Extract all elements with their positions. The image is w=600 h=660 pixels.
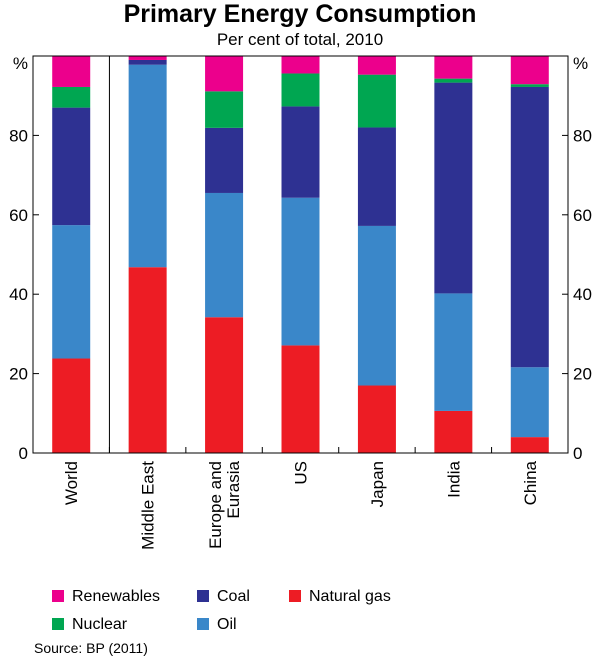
bar-china-coal bbox=[510, 86, 549, 368]
bar-india-coal bbox=[434, 82, 473, 294]
x-label-us: US bbox=[292, 461, 311, 485]
bar-europe-and-eurasia-nuclear bbox=[205, 91, 244, 128]
bar-japan-renewables bbox=[357, 56, 396, 75]
bar-europe-and-eurasia-natural-gas bbox=[205, 317, 244, 453]
bar-middle-east-renewables bbox=[128, 56, 167, 60]
legend-label-oil: Oil bbox=[217, 616, 237, 633]
bar-world-oil bbox=[52, 225, 91, 359]
legend-item-coal: Coal bbox=[197, 588, 250, 606]
x-label-china-line-0: China bbox=[521, 460, 540, 505]
source-note: Source: BP (2011) bbox=[34, 640, 148, 656]
y-tick-label-left-40: 40 bbox=[9, 285, 28, 304]
legend-label-natural-gas: Natural gas bbox=[309, 588, 391, 605]
legend-label-renewables: Renewables bbox=[72, 588, 161, 605]
bar-india-natural-gas bbox=[434, 410, 473, 453]
x-label-europe-and-eurasia-line-1: Eurasia bbox=[224, 460, 243, 518]
bar-us-natural-gas bbox=[281, 345, 320, 453]
bar-us-oil bbox=[281, 197, 320, 346]
x-label-world-line-0: World bbox=[62, 461, 81, 505]
y-axis-unit-left: % bbox=[13, 54, 28, 73]
legend-swatch-nuclear bbox=[52, 618, 64, 630]
legend-swatch-natural-gas bbox=[289, 590, 301, 602]
bar-us-coal bbox=[281, 106, 320, 198]
chart-title: Primary Energy Consumption bbox=[123, 0, 477, 28]
x-label-china: China bbox=[521, 460, 540, 505]
bar-india-oil bbox=[434, 293, 473, 411]
x-label-japan-line-0: Japan bbox=[368, 461, 387, 507]
bar-world-nuclear bbox=[52, 86, 91, 108]
bar-japan-coal bbox=[357, 127, 396, 226]
y-tick-label-left-0: 0 bbox=[19, 444, 28, 463]
y-axis-unit-right: % bbox=[573, 54, 588, 73]
y-tick-label-right-60: 60 bbox=[573, 206, 592, 225]
y-tick-label-right-40: 40 bbox=[573, 285, 592, 304]
y-tick-label-left-80: 80 bbox=[9, 126, 28, 145]
x-label-world: World bbox=[62, 461, 81, 505]
x-label-europe-and-eurasia-line-0: Europe and bbox=[206, 461, 225, 549]
legend-swatch-coal bbox=[197, 590, 209, 602]
bar-us-renewables bbox=[281, 56, 320, 74]
chart-plot: 0 0 20 20 40 40 60 60 80 80% % World Middle East Euro… bbox=[9, 54, 592, 550]
x-label-india-line-0: India bbox=[444, 460, 463, 497]
legend-item-natural-gas: Natural gas bbox=[289, 588, 391, 606]
x-label-europe-and-eurasia: Europe and Eurasia bbox=[206, 460, 243, 548]
legend-label-nuclear: Nuclear bbox=[72, 616, 128, 633]
y-tick-label-right-80: 80 bbox=[573, 126, 592, 145]
x-label-middle-east: Middle East bbox=[139, 461, 158, 550]
bar-world-renewables bbox=[52, 56, 91, 87]
x-label-us-line-0: US bbox=[292, 461, 311, 485]
bar-us-nuclear bbox=[281, 73, 320, 107]
bar-china-nuclear bbox=[510, 84, 549, 87]
bar-middle-east-natural-gas bbox=[128, 267, 167, 453]
y-tick-label-left-20: 20 bbox=[9, 365, 28, 384]
legend-swatch-renewables bbox=[52, 590, 64, 602]
y-tick-label-right-0: 0 bbox=[573, 444, 582, 463]
bar-china-natural-gas bbox=[510, 437, 549, 453]
bar-japan-oil bbox=[357, 225, 396, 386]
x-label-india: India bbox=[444, 460, 463, 497]
bar-middle-east-oil bbox=[128, 64, 167, 268]
bar-europe-and-eurasia-oil bbox=[205, 192, 244, 318]
bar-world-natural-gas bbox=[52, 358, 91, 453]
x-label-japan: Japan bbox=[368, 461, 387, 507]
plot-frame bbox=[32, 55, 569, 454]
bar-europe-and-eurasia-renewables bbox=[205, 56, 244, 92]
chart-subtitle: Per cent of total, 2010 bbox=[216, 30, 384, 49]
legend-label-coal: Coal bbox=[217, 588, 250, 605]
bar-india-nuclear bbox=[434, 78, 473, 83]
legend-item-nuclear: Nuclear bbox=[52, 616, 127, 634]
bar-japan-natural-gas bbox=[357, 385, 396, 453]
bar-china-oil bbox=[510, 367, 549, 438]
bar-world-coal bbox=[52, 107, 91, 226]
bar-india-renewables bbox=[434, 56, 473, 79]
bar-china-renewables bbox=[510, 56, 549, 85]
legend-item-oil: Oil bbox=[197, 616, 237, 634]
bar-middle-east-coal bbox=[128, 59, 167, 65]
y-tick-label-left-60: 60 bbox=[9, 206, 28, 225]
legend-item-renewables: Renewables bbox=[52, 588, 160, 606]
x-label-middle-east-line-0: Middle East bbox=[139, 461, 158, 550]
bar-europe-and-eurasia-coal bbox=[205, 127, 244, 193]
legend-swatch-oil bbox=[197, 618, 209, 630]
bar-japan-nuclear bbox=[357, 74, 396, 128]
y-tick-label-right-20: 20 bbox=[573, 365, 592, 384]
